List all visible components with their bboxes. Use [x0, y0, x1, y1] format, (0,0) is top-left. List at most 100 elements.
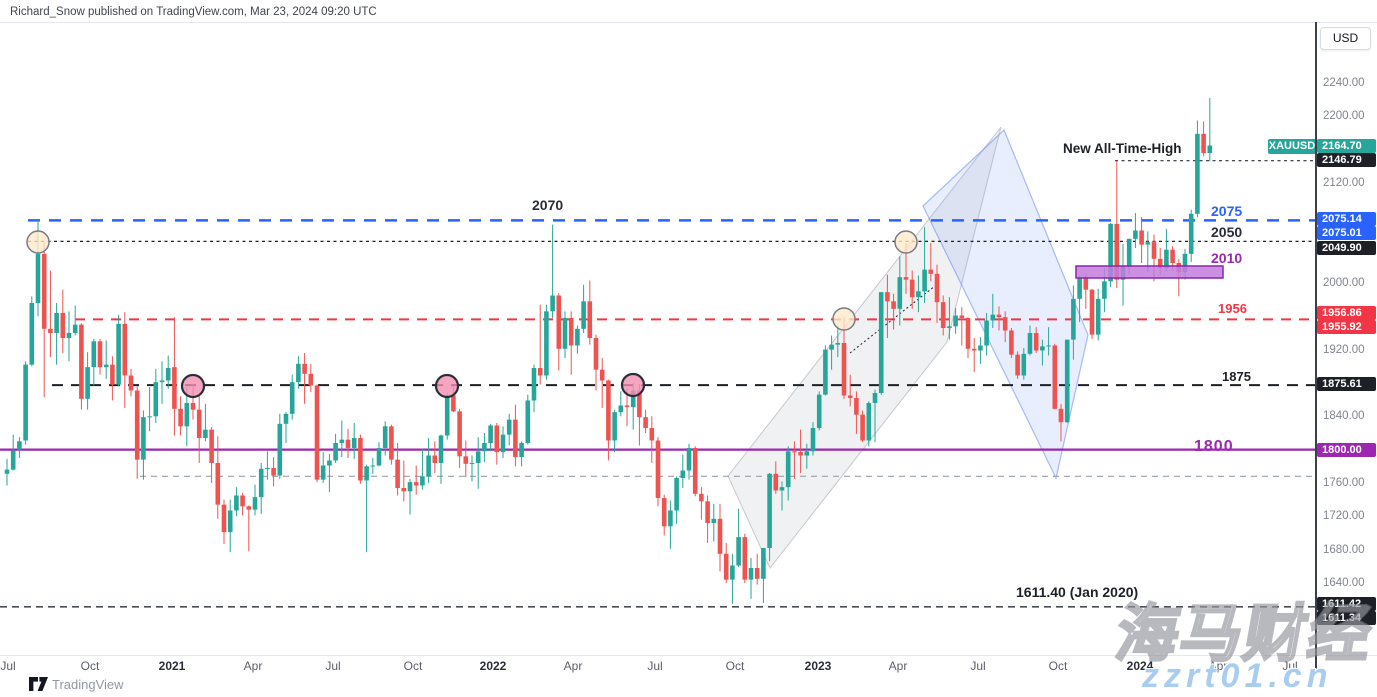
price-badge: 1611.42 [1317, 597, 1376, 611]
candle-body [624, 405, 630, 408]
candle-body [730, 565, 735, 580]
candle-body [1139, 230, 1144, 245]
purple-zone-box-drawing [1075, 265, 1224, 279]
descending-channel-drawing [922, 128, 1089, 480]
time-axis-month-label: Apr [243, 659, 263, 673]
candle-body [649, 427, 655, 441]
candle-body [494, 425, 500, 453]
time-axis-month-label: Jul [647, 659, 663, 673]
candle-body [1188, 213, 1194, 254]
candle-body [1126, 238, 1132, 267]
candle-body [1058, 408, 1064, 423]
candle-body [370, 465, 376, 467]
candle-body [761, 547, 766, 579]
dotted-trendline-drawing [849, 285, 936, 354]
candle-body [779, 487, 785, 491]
candle-body [221, 504, 227, 533]
annotation-1611-jan2020-label: 1611.40 (Jan 2020) [1016, 584, 1139, 600]
candle-body [835, 342, 841, 345]
candle-body [1182, 253, 1188, 273]
candle-body [785, 451, 791, 488]
time-axis-month-label: Jul [1282, 659, 1298, 673]
price-badge: 1800.00 [1317, 443, 1376, 457]
price-badge: 2075.01 [1317, 226, 1376, 240]
time-axis-month-label: Apr [1208, 659, 1228, 673]
price-badge: 1955.92 [1317, 320, 1376, 334]
candle-body [562, 317, 568, 349]
candle-body [277, 423, 283, 476]
time-axis-month-label: Jul [325, 659, 341, 673]
candle-body [66, 332, 72, 338]
time-axis-separator [0, 655, 1377, 656]
candle-body [271, 467, 276, 476]
candle-body [754, 567, 760, 579]
candle-body [209, 429, 214, 463]
candle-body [1021, 353, 1027, 376]
price-badge: 2049.90 [1317, 241, 1376, 255]
candle-body [513, 419, 518, 458]
candle-body [432, 455, 438, 463]
candle-body [1102, 281, 1107, 299]
price-axis[interactable]: 2240.00 2200.00 2120.00 2000.00 1920.00 1840.… [1316, 22, 1377, 672]
candle-body [1157, 258, 1163, 268]
candle-body [630, 390, 636, 408]
candle-body [847, 395, 853, 398]
candle-body [692, 447, 698, 494]
candle-body [705, 501, 710, 523]
time-axis-month-label: Apr [563, 659, 583, 673]
candle-body [680, 470, 686, 478]
candle-body [810, 427, 816, 452]
candle-body [525, 400, 531, 443]
price-axis-border [1315, 22, 1317, 672]
candle-body [568, 317, 574, 346]
tradingview-attribution[interactable]: TradingView [29, 675, 124, 693]
price-tick-label: 2240.00 [1323, 77, 1365, 89]
candle-body [382, 426, 388, 448]
candle-body [420, 476, 425, 486]
price-badge: 1611.34 [1317, 611, 1376, 625]
candle-body [395, 459, 400, 488]
candle-body [922, 269, 927, 292]
time-axis-month-label: Jul [970, 659, 986, 673]
tradingview-logo-icon [29, 676, 48, 691]
candle-body [1195, 133, 1200, 214]
candle-body [153, 382, 159, 417]
time-axis-month-label: Apr [888, 659, 908, 673]
pane-top-border [0, 22, 1377, 23]
circle-marker-drawing [620, 372, 646, 398]
candle-body [618, 405, 624, 413]
candle-body [345, 439, 351, 448]
candle-body [10, 450, 16, 470]
candle-body [265, 467, 270, 469]
candle-body [723, 553, 729, 580]
time-axis[interactable]: Jul Oct 2021 Apr Jul Oct 2022 Apr Jul Oct 2023 Apr J… [0, 656, 1316, 674]
candle-body [85, 367, 90, 399]
candle-body [885, 292, 890, 302]
candle-body [1052, 345, 1058, 409]
candle-body [531, 367, 537, 401]
candle-body [196, 409, 202, 438]
candle-body [72, 324, 78, 333]
candle-body [1046, 345, 1051, 347]
candle-body [246, 506, 252, 510]
candle-body [165, 367, 171, 381]
candle-body [364, 466, 369, 481]
candle-body [172, 367, 177, 409]
candle-body [258, 468, 264, 498]
annotation-1800-label: 1800 [1194, 438, 1234, 455]
annotation-1875-label: 1875 [1222, 369, 1251, 384]
candle-body [699, 493, 704, 502]
candle-body [4, 469, 10, 474]
candle-body [984, 320, 989, 346]
currency-usd-button[interactable]: USD [1320, 27, 1371, 50]
candle-body [506, 419, 512, 435]
candle-body [637, 390, 642, 418]
candle-body [451, 395, 456, 412]
candle-body [141, 417, 146, 460]
candle-body [1027, 332, 1033, 354]
candle-body [1133, 230, 1138, 239]
time-axis-month-label: Oct [403, 659, 423, 673]
candle-body [519, 442, 524, 458]
candle-body [736, 537, 741, 566]
